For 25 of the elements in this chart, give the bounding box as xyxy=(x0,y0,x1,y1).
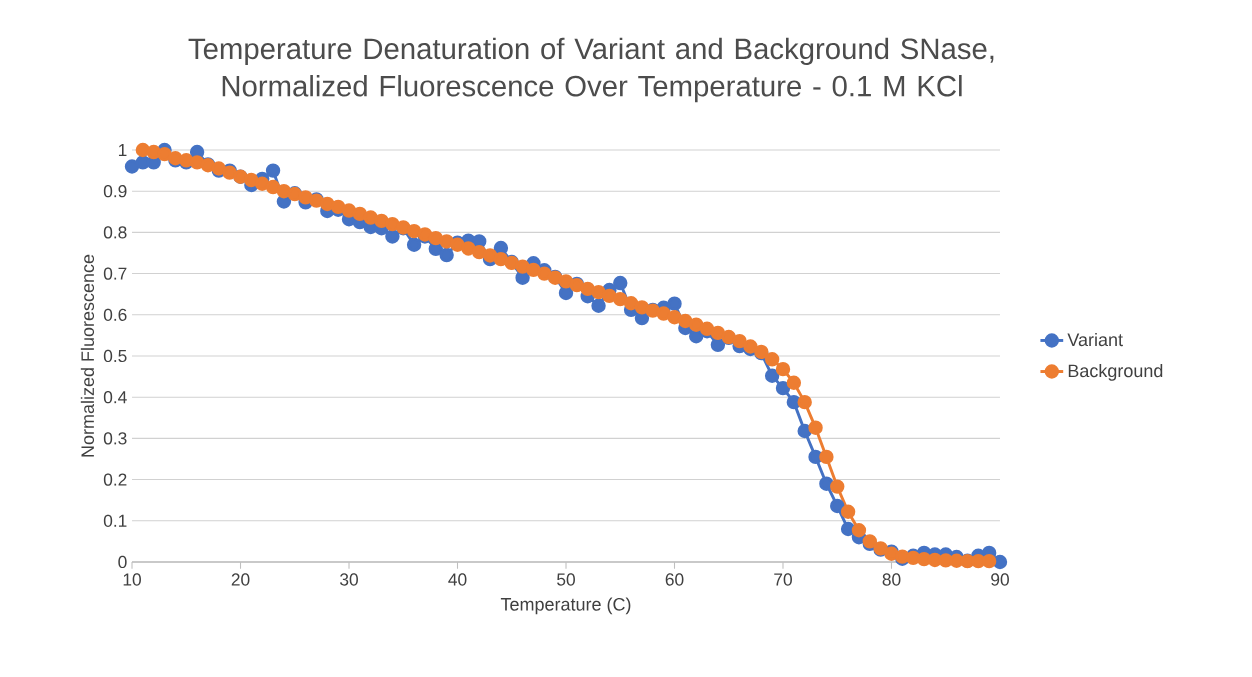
x-tick-label: 80 xyxy=(882,573,901,586)
x-tick-label: 20 xyxy=(231,573,250,586)
y-tick-label: 0.1 xyxy=(103,514,127,527)
x-tick-label: 50 xyxy=(557,573,575,586)
y-tick-label: 0.9 xyxy=(103,185,127,198)
y-tick-label: 0.7 xyxy=(103,267,127,280)
y-tick-label: 0.3 xyxy=(103,432,127,445)
y-tick-label: 0.8 xyxy=(103,226,127,239)
x-tick-label: 90 xyxy=(991,573,1009,586)
x-tick-label: 40 xyxy=(448,573,467,586)
x-axis-title: Temperature (C) xyxy=(500,597,631,615)
x-tick-label: 30 xyxy=(340,573,358,586)
x-tick-label: 70 xyxy=(774,573,792,586)
y-tick-label: 1 xyxy=(118,144,127,156)
legend-label: Background xyxy=(1068,363,1163,381)
x-tick-label: 60 xyxy=(665,573,684,586)
y-axis-title: Normalized Fluorescence xyxy=(80,254,95,457)
legend-label: Variant xyxy=(1067,332,1123,347)
y-tick-label: 0 xyxy=(118,555,127,569)
y-tick-label: 0.5 xyxy=(103,349,127,363)
y-tick-label: 0.4 xyxy=(103,391,127,404)
chart-title: Temperature Denaturation of Variant and Background SNase, Normalized Fluorescence Over Temperature - 0.1 M KCl xyxy=(188,37,994,103)
x-tick-label: 10 xyxy=(123,573,141,586)
y-tick-label: 0.2 xyxy=(103,473,127,486)
y-tick-label: 0.6 xyxy=(103,308,127,321)
